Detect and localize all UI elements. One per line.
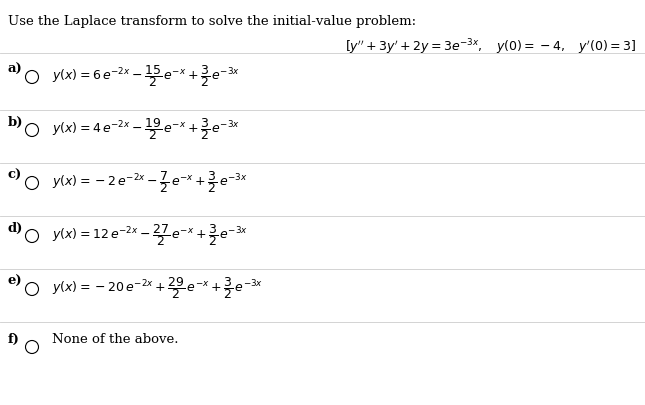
Text: f): f): [8, 333, 20, 346]
Text: $y(x) = -20\, e^{-2x} + \dfrac{29}{2}\, e^{-x} + \dfrac{3}{2}\, e^{-3x}$: $y(x) = -20\, e^{-2x} + \dfrac{29}{2}\, …: [52, 275, 263, 301]
Text: $[y'' + 3y' + 2y = 3e^{-3x}, \quad y(0) = -4, \quad y'(0) = 3]$: $[y'' + 3y' + 2y = 3e^{-3x}, \quad y(0) …: [345, 37, 636, 57]
Text: a): a): [8, 63, 23, 76]
Text: d): d): [8, 222, 23, 235]
Text: c): c): [8, 169, 22, 182]
Text: $y(x) = 4\, e^{-2x} - \dfrac{19}{2}\, e^{-x} + \dfrac{3}{2}\, e^{-3x}$: $y(x) = 4\, e^{-2x} - \dfrac{19}{2}\, e^…: [52, 116, 240, 142]
Text: Use the Laplace transform to solve the initial-value problem:: Use the Laplace transform to solve the i…: [8, 15, 416, 28]
Text: e): e): [8, 275, 23, 288]
Text: None of the above.: None of the above.: [52, 333, 179, 346]
Text: b): b): [8, 116, 23, 129]
Text: $y(x) = 6\, e^{-2x} - \dfrac{15}{2}\, e^{-x} + \dfrac{3}{2}\, e^{-3x}$: $y(x) = 6\, e^{-2x} - \dfrac{15}{2}\, e^…: [52, 63, 240, 89]
Text: $y(x) = 12\, e^{-2x} - \dfrac{27}{2}\, e^{-x} + \dfrac{3}{2}\, e^{-3x}$: $y(x) = 12\, e^{-2x} - \dfrac{27}{2}\, e…: [52, 222, 248, 248]
Text: $y(x) = -2\, e^{-2x} - \dfrac{7}{2}\, e^{-x} + \dfrac{3}{2}\, e^{-3x}$: $y(x) = -2\, e^{-2x} - \dfrac{7}{2}\, e^…: [52, 169, 248, 195]
